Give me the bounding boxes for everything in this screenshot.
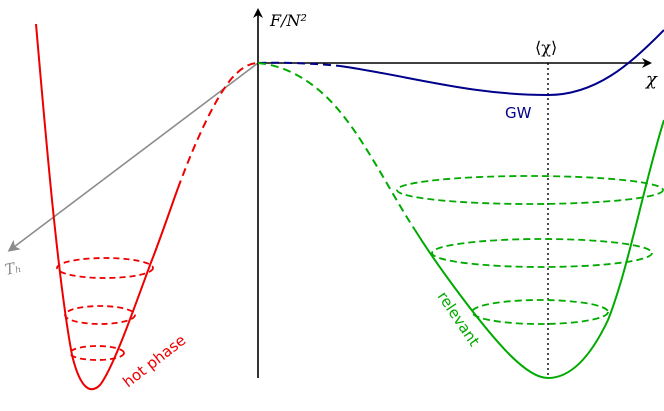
hot-phase-ellipse-2	[64, 305, 136, 325]
relevant-ellipse-3	[471, 299, 609, 325]
mean-chi-label: ⟨χ⟩	[535, 38, 557, 57]
hot-phase-ellipse-1	[56, 257, 154, 279]
relevant-curve-dashed	[257, 62, 416, 231]
gw-curve	[339, 29, 664, 97]
temperature-axis-label: Tₕ	[3, 258, 23, 279]
hot-phase-curve-dashed	[177, 62, 259, 189]
x-axis-label: χ	[644, 69, 658, 90]
relevant-curve	[414, 119, 664, 380]
y-axis-label: F/N²	[269, 11, 307, 30]
relevant-ellipse-2	[431, 238, 653, 268]
relevant-level-ellipses	[396, 175, 664, 325]
relevant-label: relevant	[434, 288, 484, 349]
hot-phase-label: hot phase	[119, 331, 189, 391]
hot-phase-level-ellipses	[56, 257, 154, 361]
hot-phase-curve-solid	[35, 23, 179, 391]
gw-label: GW	[505, 104, 532, 122]
relevant-ellipse-1	[396, 175, 664, 205]
gw-curve-dashed	[257, 61, 341, 67]
hot-phase-ellipse-3	[69, 345, 125, 361]
temperature-axis-arrow	[7, 62, 259, 252]
hot-phase-curve	[35, 23, 259, 391]
